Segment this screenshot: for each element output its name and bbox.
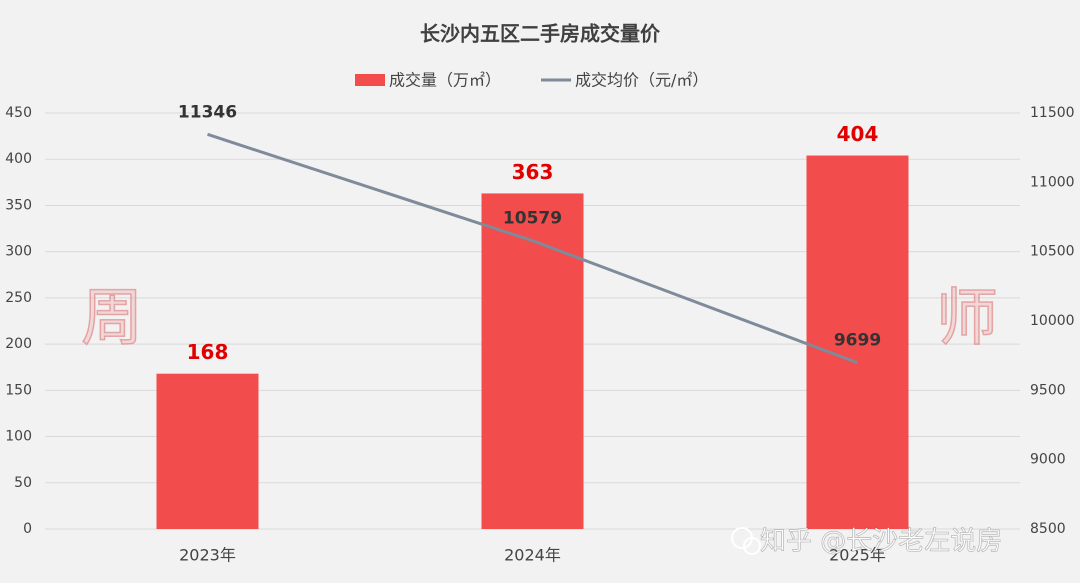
y2-tick-label: 11000 bbox=[1030, 174, 1075, 190]
y2-tick-label: 9000 bbox=[1030, 452, 1066, 468]
legend-label: 成交量（万㎡） bbox=[389, 71, 501, 90]
data-label: 363 bbox=[512, 160, 554, 184]
y-tick-label: 300 bbox=[5, 244, 32, 260]
legend-label: 成交均价（元/㎡） bbox=[575, 71, 708, 90]
watermark: 周 bbox=[81, 281, 143, 354]
data-label: 11346 bbox=[178, 102, 237, 122]
legend-swatch bbox=[355, 74, 385, 86]
y-tick-label: 100 bbox=[5, 429, 32, 445]
y-tick-label: 350 bbox=[5, 197, 32, 213]
y2-tick-label: 11500 bbox=[1030, 105, 1075, 121]
y2-tick-label: 8500 bbox=[1030, 521, 1066, 537]
data-label: 168 bbox=[187, 340, 229, 364]
y2-tick-label: 10000 bbox=[1030, 313, 1075, 329]
data-label: 9699 bbox=[834, 331, 881, 351]
data-label: 10579 bbox=[503, 209, 562, 229]
y-tick-label: 250 bbox=[5, 290, 32, 306]
y-tick-label: 50 bbox=[14, 475, 32, 491]
y-tick-label: 450 bbox=[5, 105, 32, 121]
y-tick-label: 150 bbox=[5, 382, 32, 398]
source: 知乎 @长沙老左说房 bbox=[760, 527, 1002, 557]
chart-title: 长沙内五区二手房成交量价 bbox=[420, 22, 661, 46]
x-tick-label: 2024年 bbox=[504, 546, 561, 565]
data-label: 404 bbox=[837, 122, 879, 146]
bar bbox=[481, 193, 584, 529]
bar bbox=[156, 373, 259, 529]
x-tick-label: 2023年 bbox=[179, 546, 236, 565]
x-tick-label: 2025年 bbox=[829, 546, 886, 565]
line bbox=[207, 132, 859, 365]
watermark: 师 bbox=[936, 281, 998, 354]
y-tick-label: 200 bbox=[5, 336, 32, 352]
source-icon bbox=[743, 537, 761, 555]
y-tick-label: 400 bbox=[5, 151, 32, 167]
y2-tick-label: 9500 bbox=[1030, 382, 1066, 398]
bar bbox=[806, 155, 909, 529]
y2-tick-label: 10500 bbox=[1030, 244, 1075, 260]
y-tick-label: 0 bbox=[23, 521, 32, 537]
